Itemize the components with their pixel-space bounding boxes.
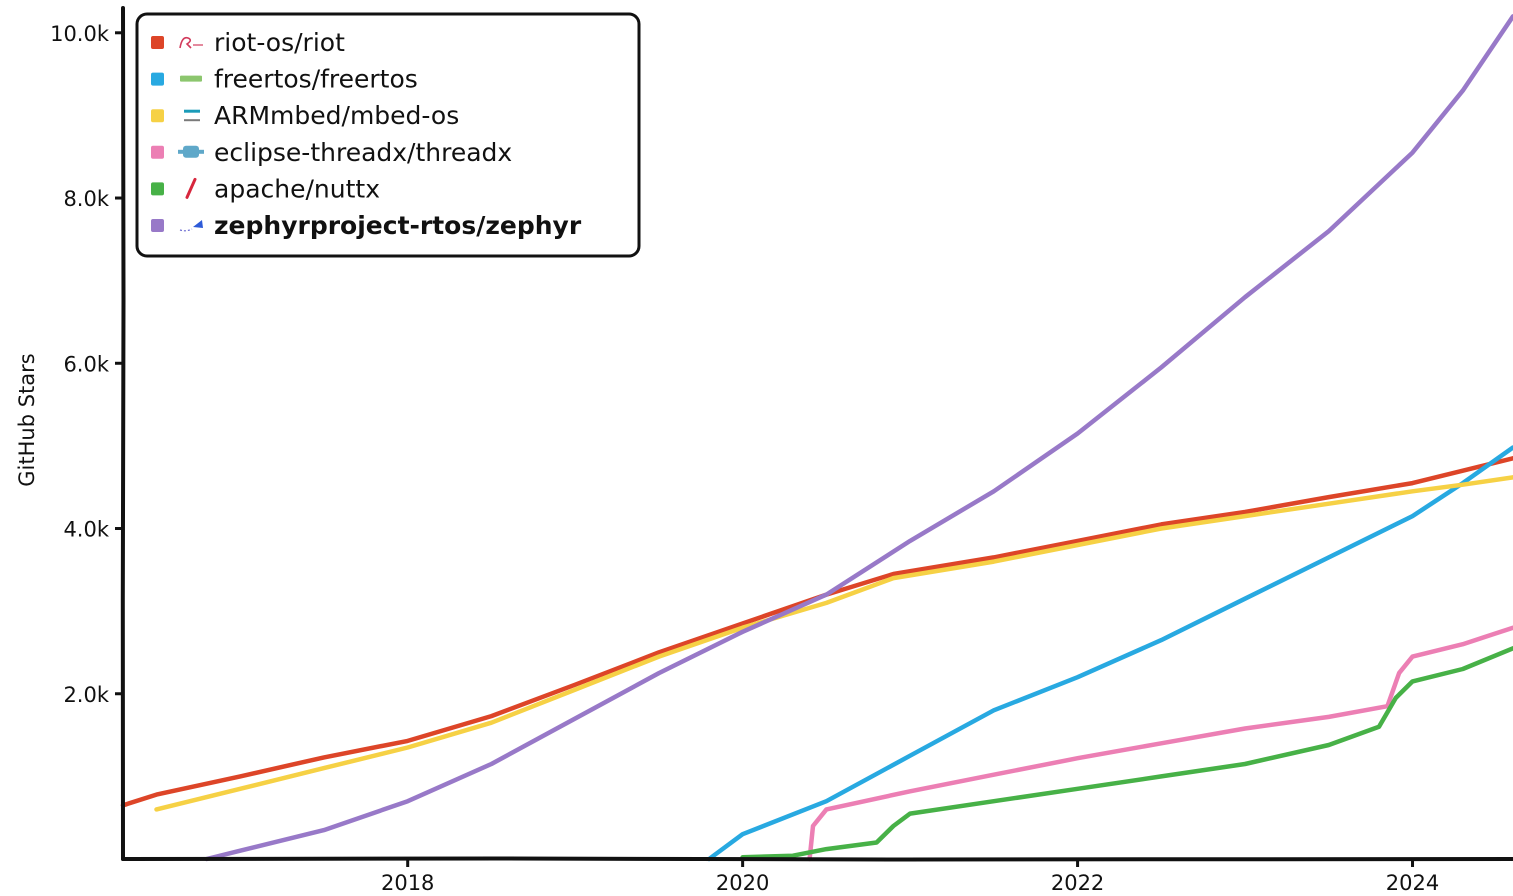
- y-tick-label: 8.0k: [63, 187, 109, 211]
- y-tick-label: 10.0k: [50, 22, 110, 46]
- legend-label: eclipse-threadx/threadx: [214, 138, 512, 167]
- apache-feather-icon: [185, 177, 197, 199]
- legend-swatch: [151, 182, 164, 196]
- freertos-logo-icon: [180, 75, 202, 82]
- legend-swatch: [151, 36, 164, 49]
- legend-label: riot-os/riot: [214, 28, 345, 57]
- x-axis-line: [121, 856, 1513, 862]
- series-line-eclipse-threadx-threadx: [807, 625, 1513, 862]
- legend-swatch: [151, 219, 164, 232]
- legend-label: ARMmbed/mbed-os: [214, 101, 459, 130]
- legend-entry: riot-os/riot: [151, 28, 345, 57]
- legend-swatch: [151, 109, 164, 123]
- legend-box: [135, 12, 641, 258]
- legend: riot-os/riot freertos/freertos ARMmbed/mbe…: [135, 12, 641, 258]
- x-ticks: 2018 2020 2022 2024: [381, 859, 1439, 895]
- series-layer: [120, 14, 1513, 862]
- threadx-logo-icon: [178, 145, 204, 158]
- legend-swatch: [151, 72, 164, 86]
- x-tick-label: 2020: [716, 871, 769, 895]
- y-tick-label: 4.0k: [63, 518, 109, 542]
- x-tick-label: 2018: [381, 871, 434, 895]
- legend-entry: apache/nuttx: [151, 174, 380, 203]
- legend-entry: freertos/freertos: [151, 65, 418, 94]
- series-line-freertos-freertos: [706, 445, 1513, 862]
- y-tick-label: 6.0k: [63, 352, 109, 376]
- axes: 2.0k 4.0k 6.0k 8.0k 10.0k 2018 2020 2022 2024 G…: [15, 6, 1513, 895]
- legend-entry: ARMmbed/mbed-os: [151, 101, 459, 130]
- series-line-apache-nuttx: [740, 646, 1513, 860]
- y-ticks: 2.0k 4.0k 6.0k 8.0k 10.0k: [50, 22, 123, 707]
- arm-mbed-logo-icon: [184, 109, 200, 122]
- y-axis-title: GitHub Stars: [15, 353, 39, 486]
- legend-items: riot-os/riot freertos/freertos ARMmbed/mbe…: [151, 28, 582, 240]
- series-line-zephyrproject-rtos-zephyr: [204, 14, 1513, 862]
- x-tick-label: 2024: [1386, 871, 1439, 895]
- series-line-armmbed-mbed-os: [154, 475, 1513, 812]
- legend-swatch: [151, 145, 164, 159]
- x-tick-label: 2022: [1051, 871, 1104, 895]
- legend-entry: zephyrproject-rtos/zephyr: [151, 211, 582, 240]
- riot-logo-icon: [179, 36, 203, 49]
- series-line-riot-os-riot: [120, 456, 1513, 808]
- legend-label: zephyrproject-rtos/zephyr: [214, 211, 582, 240]
- zephyr-kite-icon: [179, 220, 203, 232]
- legend-label: apache/nuttx: [214, 174, 380, 203]
- y-axis-line: [120, 6, 126, 861]
- legend-entry: eclipse-threadx/threadx: [151, 138, 512, 167]
- legend-label: freertos/freertos: [214, 65, 418, 94]
- y-tick-label: 2.0k: [63, 683, 109, 707]
